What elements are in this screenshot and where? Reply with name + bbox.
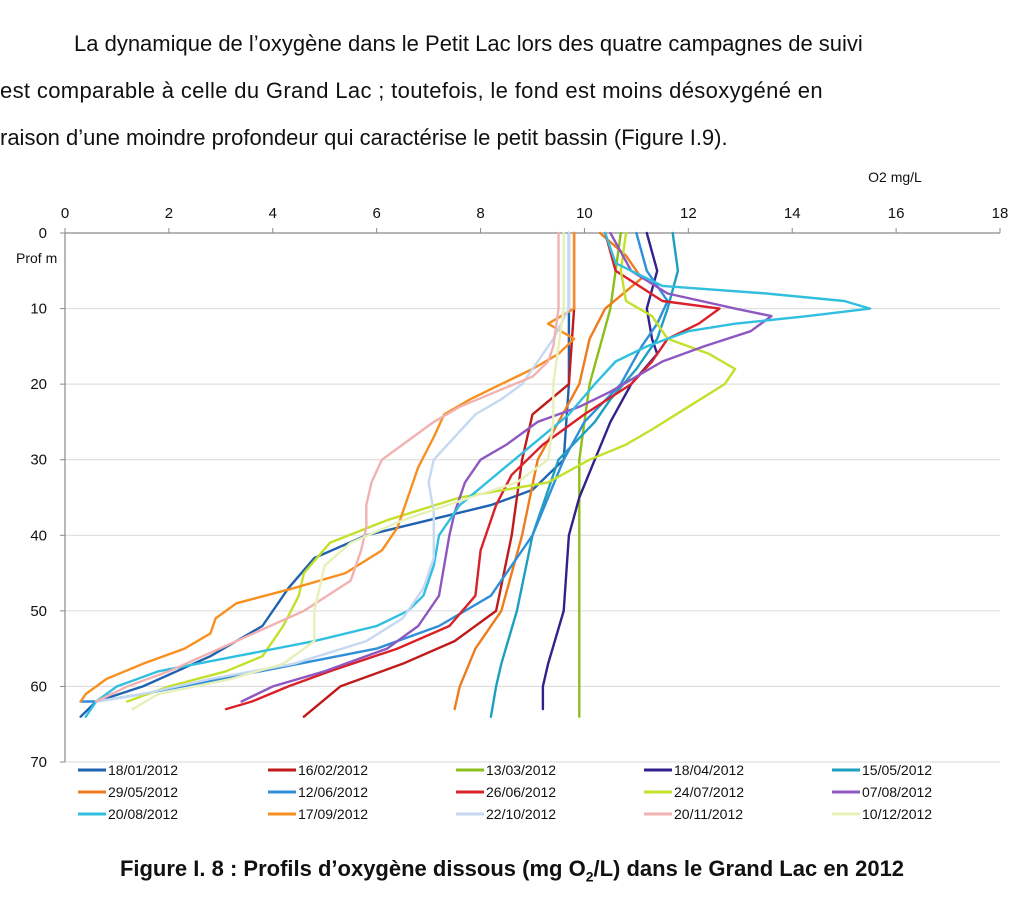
series-line-13 (95, 231, 571, 703)
x-tick-label: 0 (61, 205, 69, 222)
x-tick-label: 6 (372, 205, 380, 222)
x-tick-label: 8 (476, 205, 484, 222)
series-line-9 (126, 231, 737, 703)
y-axis-label: Prof m (16, 250, 57, 266)
y-tick-label: 10 (30, 301, 47, 318)
y-tick-label: 60 (30, 678, 47, 695)
legend-label: 22/10/2012 (486, 806, 556, 822)
paragraph-line-2: est comparable à celle du Grand Lac ; to… (0, 78, 823, 103)
series-line-14 (95, 231, 560, 703)
x-tick-label: 2 (165, 205, 173, 222)
y-tick-label: 0 (39, 225, 47, 242)
legend-label: 18/01/2012 (108, 762, 178, 778)
x-axis-label: O2 mg/L (868, 169, 922, 185)
legend-label: 07/08/2012 (862, 784, 932, 800)
series-line-5 (489, 231, 680, 718)
series-line-7 (79, 231, 669, 703)
x-tick-label: 14 (784, 205, 801, 222)
figure-caption: Figure I. 8 : Profils d’oxygène dissous … (0, 856, 1024, 884)
legend: 18/01/2012 16/02/2012 13/03/2012 18/04/2012… (78, 762, 932, 822)
legend-label: 18/04/2012 (674, 762, 744, 778)
x-tick-label: 4 (269, 205, 277, 222)
legend-label: 17/09/2012 (298, 806, 368, 822)
legend-label: 26/06/2012 (486, 784, 556, 800)
axes: 0 2 4 6 8 10 12 14 16 18 0 10 20 30 40 50 60 70 (30, 205, 1008, 771)
series-line-15 (131, 231, 565, 711)
series-line-8 (224, 231, 721, 711)
x-tick-label: 16 (888, 205, 905, 222)
legend-label: 29/05/2012 (108, 784, 178, 800)
x-tick-label: 12 (680, 205, 697, 222)
legend-label: 13/03/2012 (486, 762, 556, 778)
legend-label: 24/07/2012 (674, 784, 744, 800)
series-line-11 (84, 231, 872, 718)
oxygen-profile-chart: 0 2 4 6 8 10 12 14 16 18 0 10 20 30 40 50 60 70 18/01/201… (16, 169, 1008, 822)
series-line-3 (578, 231, 622, 718)
legend-label: 20/11/2012 (674, 806, 743, 822)
series-line-6 (453, 231, 643, 711)
paragraph-line-3: raison d’une moindre profondeur qui cara… (0, 125, 728, 150)
series-line-2 (302, 231, 576, 718)
caption-subscript: 2 (585, 868, 594, 885)
legend-label: 20/08/2012 (108, 806, 178, 822)
y-tick-label: 70 (30, 754, 47, 771)
y-tick-label: 40 (30, 527, 47, 544)
series-line-10 (240, 231, 773, 703)
series-line-12 (79, 231, 576, 703)
legend-label: 12/06/2012 (298, 784, 368, 800)
legend-label: 10/12/2012 (862, 806, 932, 822)
x-tick-label: 10 (576, 205, 593, 222)
y-tick-label: 30 (30, 452, 47, 469)
caption-suffix: /L) dans le Grand Lac en 2012 (593, 856, 905, 881)
legend-label: 15/05/2012 (862, 762, 932, 778)
legend-label: 16/02/2012 (298, 762, 368, 778)
series-lines (79, 231, 872, 718)
y-tick-label: 20 (30, 376, 47, 393)
paragraph-line-1: La dynamique de l’oxygène dans le Petit … (74, 31, 863, 56)
y-tick-label: 50 (30, 603, 47, 620)
x-tick-label: 18 (992, 205, 1009, 222)
caption-prefix: Figure I. 8 : Profils d’oxygène dissous … (119, 856, 586, 881)
